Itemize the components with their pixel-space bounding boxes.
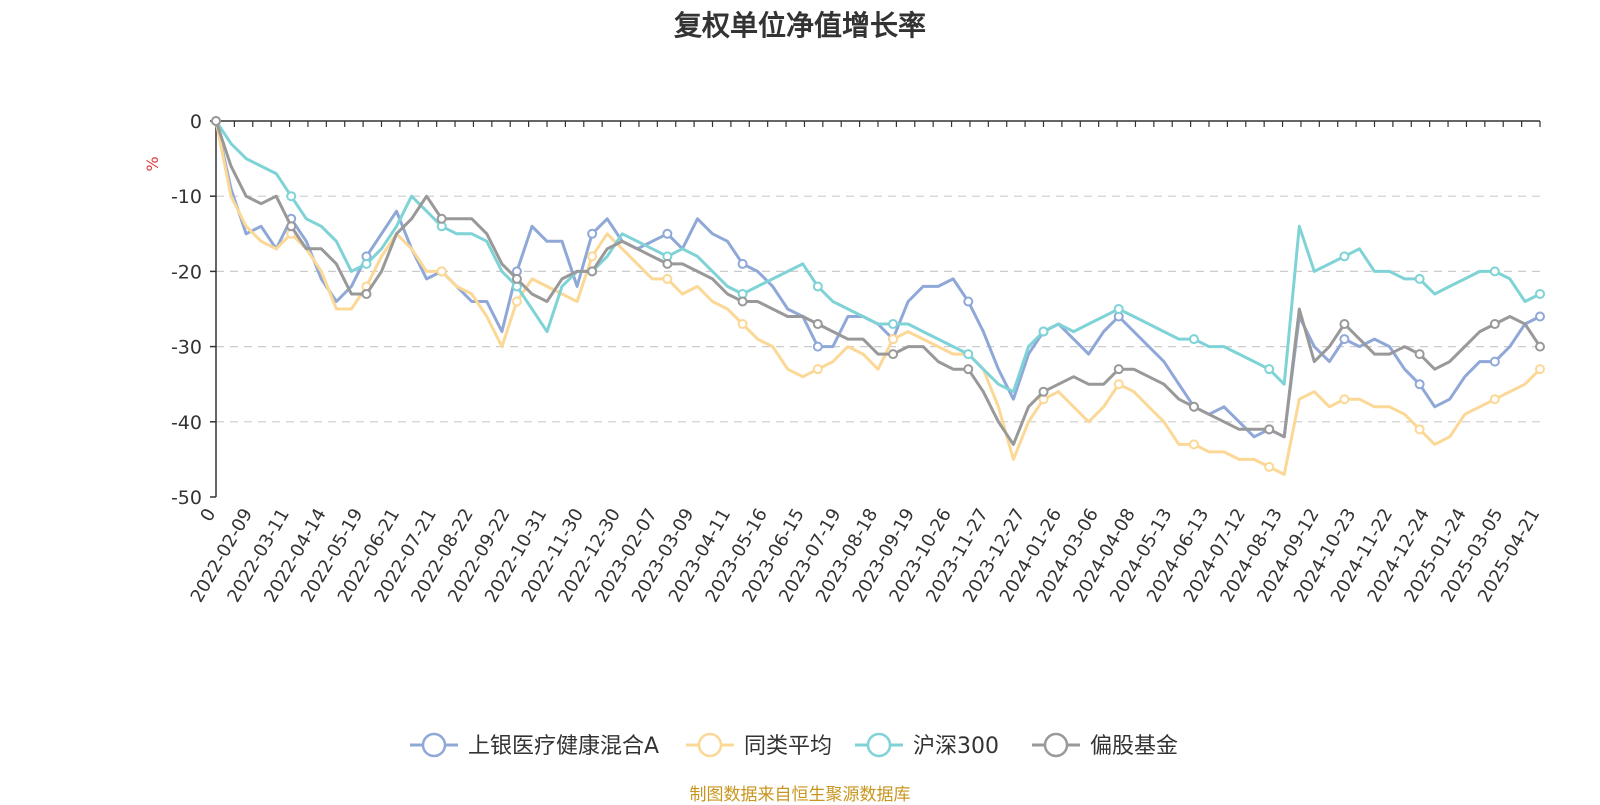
series-point [587,251,598,262]
series-layer [211,116,1545,476]
series-point [662,273,673,284]
series-point [1264,461,1275,472]
y-tick-label: -10 [171,186,202,208]
series-point [1489,319,1500,330]
y-tick-label: -50 [171,487,202,509]
series-point [361,288,372,299]
series-point [812,364,823,375]
y-tick-label: -30 [171,337,202,359]
series-point [888,349,899,360]
legend-marker [421,732,447,758]
series-point [1535,288,1545,299]
series-point [1339,251,1350,262]
series-point [286,191,297,202]
chart-title: 复权单位净值增长率 [673,9,926,42]
data-source-note: 制图数据来自恒生聚源数据库 [689,785,911,805]
series-point [1038,326,1049,337]
series-point [888,334,899,345]
legend-label: 沪深300 [913,734,999,759]
series-point [963,349,974,360]
series-point [1489,356,1500,367]
series-point [286,221,297,232]
series-point [436,213,447,224]
series-point [1038,386,1049,397]
axes: 0-10-20-30-40-50%02022-02-092022-03-1120… [143,111,1544,606]
series-point [1264,424,1275,435]
series-point [511,296,522,307]
series-point [812,319,823,330]
y-axis-label: % [143,156,162,171]
series-point [1535,311,1545,322]
series-point [361,258,372,269]
series-point [1414,349,1425,360]
series-point [1489,394,1500,405]
series-point [1188,401,1199,412]
legend-label: 同类平均 [744,734,832,759]
series-point [436,266,447,277]
series-point [587,266,598,277]
series-point [662,228,673,239]
legend-marker [1043,732,1069,758]
x-tick-label: 0 [196,505,220,525]
series-point [1188,439,1199,450]
series-point [1414,424,1425,435]
series-point [963,364,974,375]
y-tick-label: 0 [190,111,202,133]
series-point [812,281,823,292]
series-line-2 [214,120,1541,394]
series-point [1339,394,1350,405]
series-point [1535,341,1545,352]
legend-marker [866,732,892,758]
series-point [737,296,748,307]
series-line-3 [214,120,1542,446]
line-chart: 0-10-20-30-40-50%02022-02-092022-03-1120… [143,111,1545,759]
series-point [888,319,899,330]
series-point [1414,379,1425,390]
series-point [662,258,673,269]
series-point [737,258,748,269]
series-point [1414,273,1425,284]
series-point [1339,334,1350,345]
series-point [1113,379,1124,390]
series-point [1264,364,1275,375]
series-point [737,319,748,330]
series-point [1113,304,1124,314]
series-point [812,341,823,352]
series-point [1188,334,1199,345]
legend-label: 偏股基金 [1090,734,1178,759]
legend: 上银医疗健康混合A 同类平均 沪深300 偏股基金 [410,732,1178,759]
series-point [587,228,598,239]
legend-marker [697,732,723,758]
series-point [1113,364,1124,375]
y-tick-label: -40 [171,412,202,434]
series-point [1339,319,1350,330]
series-line-0 [214,120,1541,439]
series-point [963,296,974,307]
series-point [211,116,221,126]
series-point [1489,266,1500,277]
series-point [1535,364,1545,375]
legend-label: 上银医疗健康混合A [468,734,659,759]
series-point [511,273,522,284]
grid-lines [216,195,1540,423]
series-line-1 [214,120,1542,476]
y-tick-label: -20 [171,261,202,283]
